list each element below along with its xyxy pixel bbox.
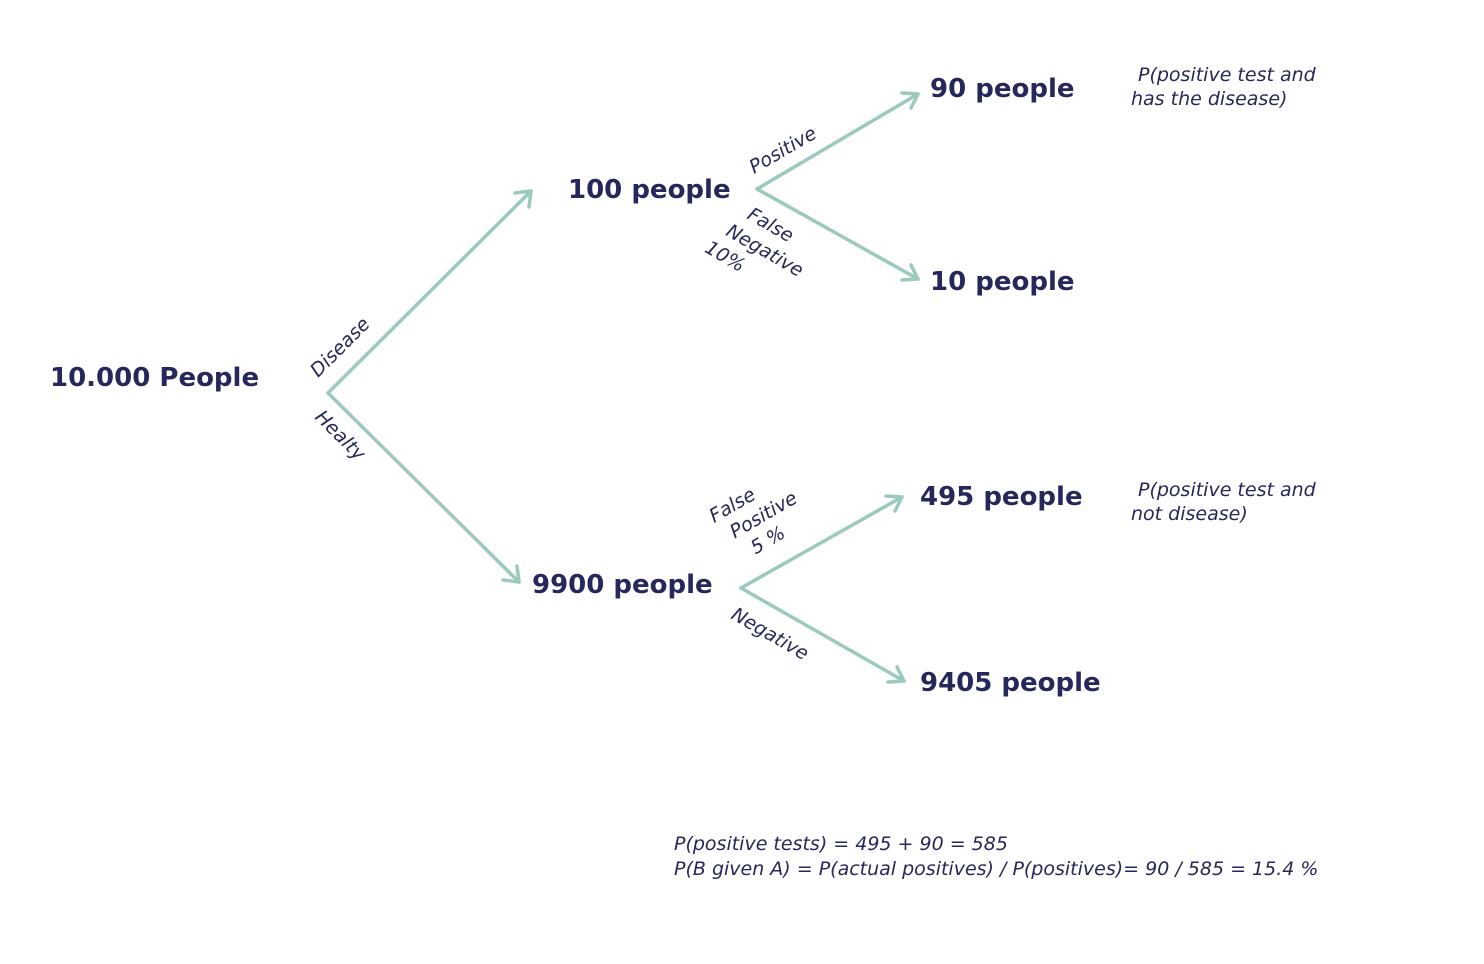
true-negative-node-label: 9405 people bbox=[920, 668, 1101, 698]
arrow-disease-to-positive bbox=[755, 91, 920, 191]
arrow-healthy-to-false-positive bbox=[739, 494, 904, 590]
formula-bayes: P(B given A) = P(actual positives) / P(p… bbox=[674, 858, 1319, 880]
branch-label-false-positive: False Positive 5 % bbox=[706, 484, 802, 559]
arrow-disease-to-false-negative bbox=[755, 187, 920, 282]
healthy-node-label: 9900 people bbox=[532, 570, 713, 600]
arrow-root-to-healthy bbox=[326, 391, 521, 584]
note-false-positive: P(positive test and not disease) bbox=[1131, 479, 1317, 525]
formula-block: P(positive tests) = 495 + 90 = 585 P(B g… bbox=[674, 832, 1318, 882]
branch-label-false-negative: False Negative 10% bbox=[701, 203, 807, 281]
branch-label-healthy: Healty bbox=[310, 406, 370, 466]
formula-positive-tests: P(positive tests) = 495 + 90 = 585 bbox=[674, 833, 1008, 855]
note-true-positive-line1: P(positive test and bbox=[1138, 64, 1317, 86]
false-negative-node-label: 10 people bbox=[930, 267, 1075, 297]
branch-label-positive: Positive bbox=[746, 122, 821, 178]
note-true-positive: P(positive test and has the disease) bbox=[1131, 64, 1317, 110]
note-true-positive-line2: has the disease) bbox=[1131, 88, 1287, 110]
true-positive-node-label: 90 people bbox=[930, 74, 1075, 104]
arrow-healthy-to-negative bbox=[739, 586, 906, 684]
arrow-root-to-disease bbox=[326, 189, 533, 395]
branch-label-disease: Disease bbox=[306, 313, 374, 381]
false-positive-node-label: 495 people bbox=[920, 482, 1083, 512]
note-false-positive-line2: not disease) bbox=[1131, 503, 1248, 525]
note-false-positive-line1: P(positive test and bbox=[1138, 479, 1317, 501]
disease-node-label: 100 people bbox=[568, 175, 731, 205]
branch-label-negative: Negative bbox=[728, 603, 813, 665]
root-node-label: 10.000 People bbox=[50, 363, 259, 393]
